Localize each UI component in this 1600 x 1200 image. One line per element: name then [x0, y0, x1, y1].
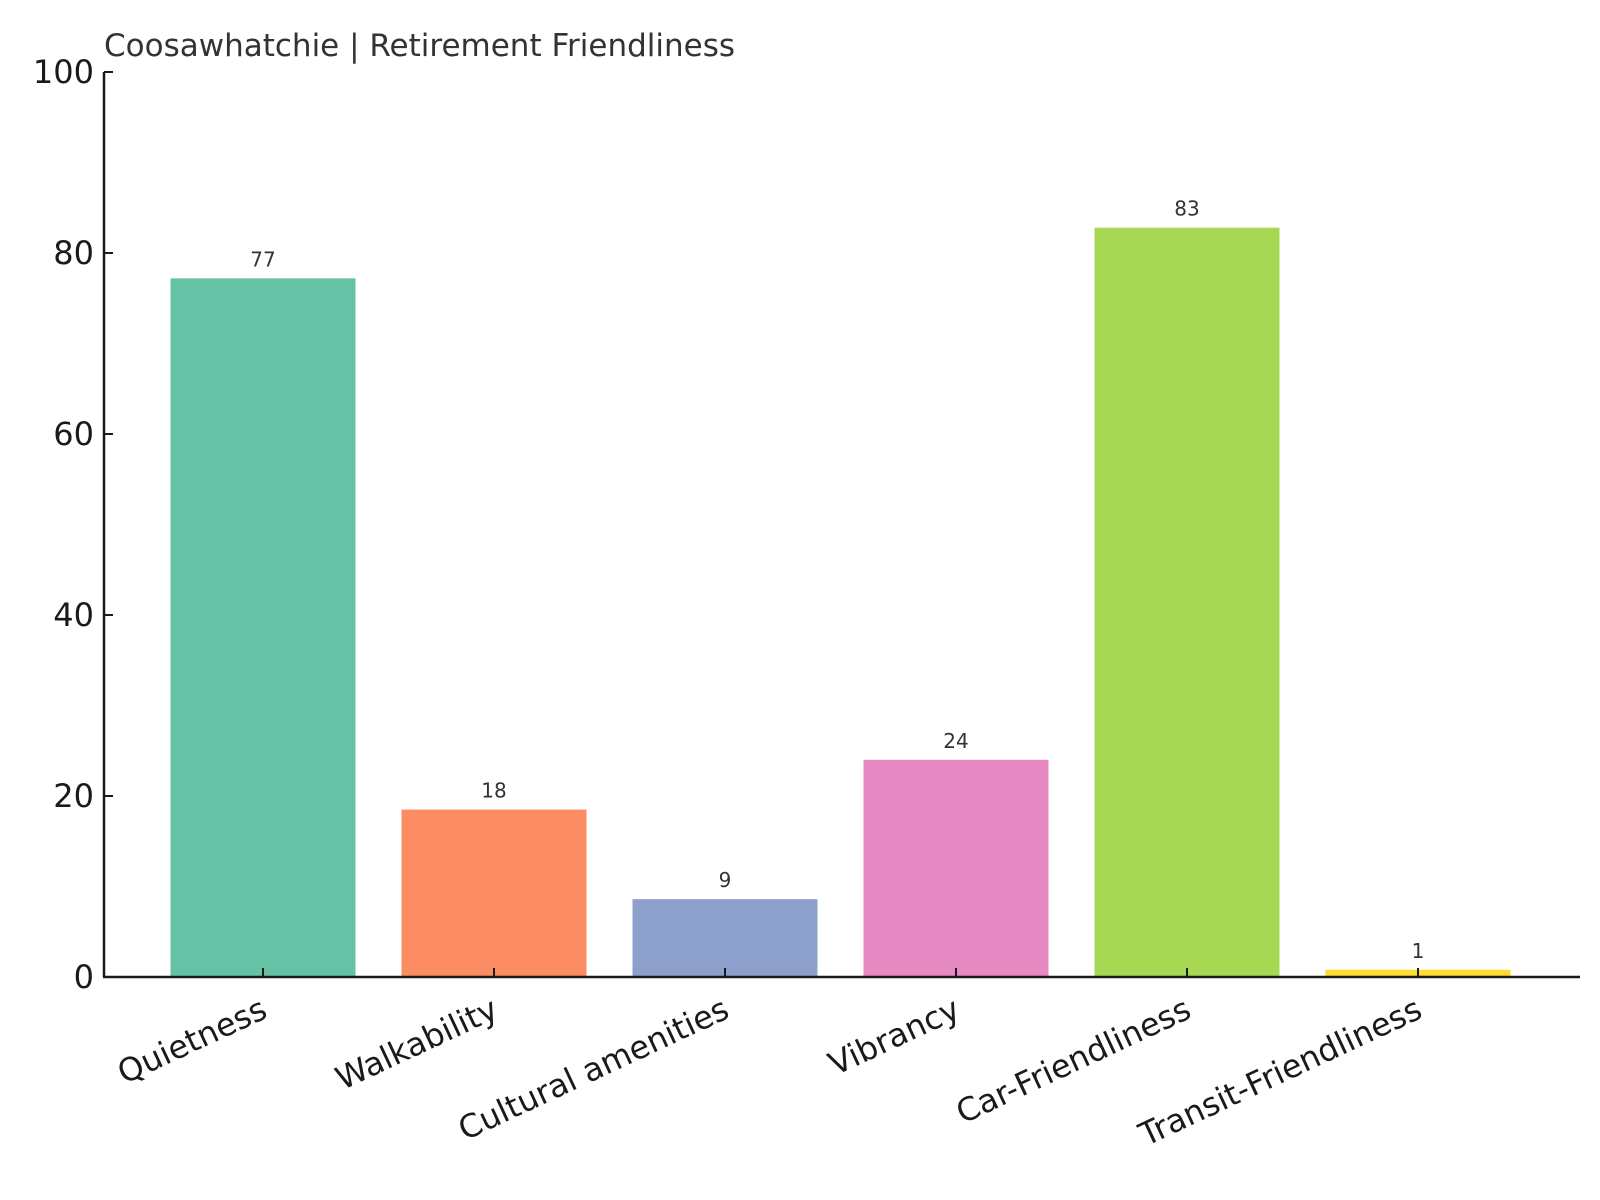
data-labels-layer: 77 18 9 24 83 1	[250, 197, 1424, 963]
data-label: 24	[943, 729, 968, 753]
data-label: 1	[1412, 939, 1425, 963]
x-tick-label: Vibrancy	[823, 990, 966, 1084]
data-label: 9	[719, 868, 732, 892]
data-label: 83	[1174, 197, 1199, 221]
bar	[170, 278, 356, 978]
y-tick-label: 40	[53, 596, 94, 634]
axes-layer	[102, 72, 1580, 979]
y-tick-label: 0	[74, 958, 94, 996]
bar	[1094, 227, 1280, 977]
data-label: 18	[481, 779, 506, 803]
y-tick-label: 100	[33, 53, 94, 91]
x-tick-label: Walkability	[330, 990, 504, 1098]
y-tick-label: 60	[53, 415, 94, 453]
y-tick-label: 80	[53, 234, 94, 272]
bar	[863, 759, 1049, 977]
bars-layer	[170, 227, 1511, 978]
y-tick-label: 20	[53, 777, 94, 815]
data-label: 77	[250, 247, 275, 271]
x-tick-label: Quietness	[112, 990, 273, 1092]
bar	[632, 899, 818, 977]
y-ticks-layer: 0 20 40 60 80 100	[33, 53, 113, 996]
chart-title: Coosawhatchie | Retirement Friendliness	[104, 28, 735, 64]
bar	[401, 809, 587, 977]
